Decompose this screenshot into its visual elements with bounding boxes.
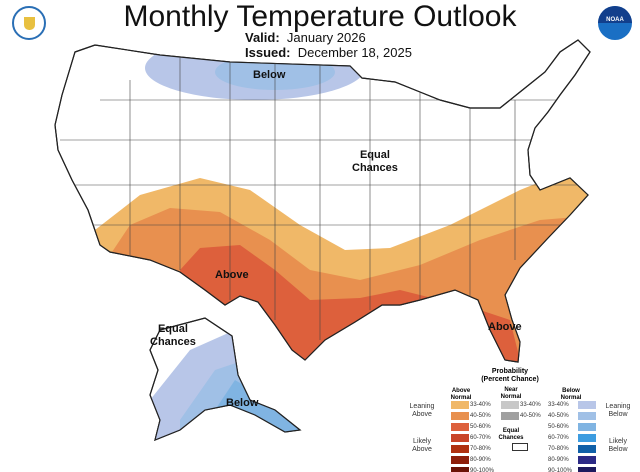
legend-below-range: 33-40% — [548, 402, 569, 408]
legend-below-range: 50-60% — [548, 424, 569, 430]
legend-above-swatch — [451, 423, 469, 431]
issued-line: Issued: December 18, 2025 — [245, 45, 412, 60]
legend-above-range: 40-50% — [470, 413, 491, 419]
legend-below-header: Below Normal — [560, 388, 582, 401]
legend-below-swatch — [578, 412, 596, 420]
legend-near-header: Near Normal — [500, 387, 522, 400]
legend-below-range: 90-100% — [548, 468, 573, 472]
legend-below-swatch — [578, 434, 596, 442]
legend-above-swatch — [451, 401, 469, 409]
legend-near-range: 40-50% — [520, 413, 541, 419]
legend-below-swatch — [578, 467, 596, 472]
legend-above-range: 90-100% — [470, 468, 495, 472]
legend-equal-chances: Equal Chances — [498, 428, 524, 441]
legend-near-swatch — [501, 401, 519, 409]
legend-above-range: 33-40% — [470, 402, 491, 408]
legend-near-swatch — [501, 412, 519, 420]
label-above-florida: Above — [488, 321, 522, 333]
legend-above-header: Above Normal — [450, 388, 472, 401]
legend-below-swatch — [578, 456, 596, 464]
legend-above-swatch — [451, 412, 469, 420]
legend-equal-chances-swatch — [512, 443, 528, 451]
legend-above-swatch — [451, 434, 469, 442]
label-equal-chances-conus: Equal Chances — [352, 149, 398, 174]
legend-above-range: 50-60% — [470, 424, 491, 430]
label-above-texas: Above — [215, 269, 249, 281]
legend-likely-below: Likely Below — [608, 438, 628, 453]
label-below-alaska: Below — [226, 397, 259, 409]
legend-below-swatch — [578, 445, 596, 453]
legend-below-range: 40-50% — [548, 413, 569, 419]
legend-above-range: 80-90% — [470, 457, 491, 463]
legend-near-range: 33-40% — [520, 402, 541, 408]
doc-seal-icon — [12, 6, 46, 40]
legend-below-range: 60-70% — [548, 435, 569, 441]
label-below-north: Below — [253, 69, 286, 81]
legend-above-range: 70-80% — [470, 446, 491, 452]
legend-above-swatch — [451, 456, 469, 464]
legend-below-range: 70-80% — [548, 446, 569, 452]
noaa-logo-icon: NOAA — [598, 6, 632, 40]
legend-leaning-above: Leaning Above — [409, 403, 435, 418]
legend-above-range: 60-70% — [470, 435, 491, 441]
legend-below-swatch — [578, 423, 596, 431]
legend-below-swatch — [578, 401, 596, 409]
legend-above-swatch — [451, 445, 469, 453]
legend-likely-above: Likely Above — [412, 438, 432, 453]
legend-title: Probability (Percent Chance) — [481, 368, 539, 383]
page-title: Monthly Temperature Outlook — [123, 0, 517, 33]
legend-above-swatch — [451, 467, 469, 472]
label-equal-chances-alaska: Equal Chances — [150, 323, 196, 348]
legend-leaning-below: Leaning Below — [605, 403, 631, 418]
conus-map — [54, 39, 591, 363]
valid-line: Valid: January 2026 — [245, 30, 366, 45]
legend-below-range: 80-90% — [548, 457, 569, 463]
